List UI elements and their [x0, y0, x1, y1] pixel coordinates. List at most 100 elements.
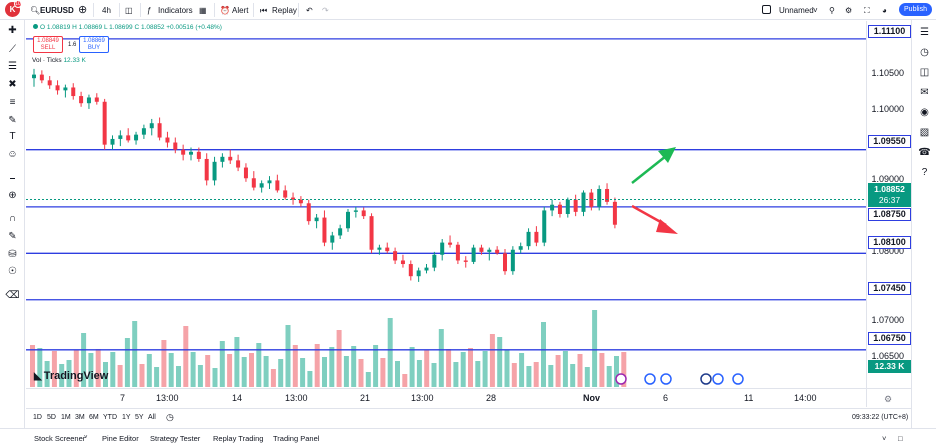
alert-button[interactable]: Alert: [232, 6, 249, 15]
fib-retracement-icon[interactable]: ≡: [9, 97, 16, 108]
candle-body: [118, 135, 123, 139]
range-5d[interactable]: 5D: [47, 414, 56, 421]
snapshot-camera-icon[interactable]: ◕: [882, 6, 887, 15]
settings-gear-icon[interactable]: ⚙: [845, 6, 853, 15]
volume-bar: [161, 340, 167, 387]
magnet-icon[interactable]: ∩: [8, 213, 17, 224]
price-axis[interactable]: 1.10500 1.10000 1.09000 1.08000 1.07000 …: [866, 21, 911, 407]
pitchfork-icon[interactable]: ✖: [8, 79, 17, 90]
volume-bar: [343, 356, 349, 387]
goto-date-icon[interactable]: ◷: [166, 412, 174, 422]
volume-bar: [533, 362, 539, 387]
candle-body: [369, 216, 374, 250]
range-1y[interactable]: 1Y: [122, 414, 131, 421]
alerts-clock-icon[interactable]: ◷: [920, 47, 929, 58]
publish-button[interactable]: Publish: [899, 3, 932, 16]
tab-strategy-tester[interactable]: Strategy Tester: [150, 434, 201, 443]
buy-button[interactable]: 1.08869 BUY: [79, 36, 109, 53]
indicators-icon[interactable]: ƒ: [147, 6, 152, 15]
volume-bar: [562, 351, 568, 387]
notifications-bell-icon[interactable]: ☎: [918, 147, 931, 158]
undo-icon[interactable]: ↶: [306, 6, 313, 15]
compare-add-icon[interactable]: ⊕: [78, 4, 88, 16]
layouts-icon[interactable]: ▦: [199, 6, 207, 15]
chevron-down-icon[interactable]: ˅: [813, 6, 818, 15]
candle-body: [291, 197, 296, 200]
tab-trading-panel[interactable]: Trading Panel: [273, 434, 320, 443]
zoom-in-icon[interactable]: ⊕: [8, 190, 17, 201]
horizontal-lines-icon[interactable]: ☰: [8, 61, 17, 72]
crosshair-icon[interactable]: ✚: [8, 25, 17, 36]
volume-bar: [81, 333, 87, 387]
trash-icon[interactable]: ⌫: [5, 290, 20, 301]
candle-body: [275, 180, 280, 191]
interval-button[interactable]: 4h: [102, 6, 111, 15]
symbol-search-button[interactable]: EURUSD: [40, 6, 74, 15]
candle-body: [110, 138, 115, 145]
layout-checkbox[interactable]: [762, 5, 771, 14]
search-icon[interactable]: 🔍︎: [30, 6, 41, 15]
candle-body: [526, 231, 531, 247]
redo-icon[interactable]: ↷: [322, 6, 329, 15]
volume-bar: [300, 358, 306, 387]
range-6m[interactable]: 6M: [89, 414, 99, 421]
quick-search-icon[interactable]: ⚲: [829, 6, 835, 15]
replay-icon[interactable]: ⏮: [260, 6, 268, 15]
chevron-down-icon[interactable]: ˅: [84, 435, 88, 441]
text-tool-icon[interactable]: T: [9, 131, 16, 142]
range-3m[interactable]: 3M: [75, 414, 85, 421]
range-1d[interactable]: 1D: [33, 414, 42, 421]
candle-body: [283, 190, 288, 198]
watchlist-icon[interactable]: ☰: [920, 27, 929, 38]
replay-button[interactable]: Replay: [272, 6, 297, 15]
volume-bar: [37, 348, 43, 387]
range-5y[interactable]: 5Y: [135, 414, 144, 421]
calendar-icon[interactable]: ▧: [919, 127, 930, 138]
brush-icon[interactable]: ✎: [8, 115, 17, 126]
alert-icon[interactable]: ⏰: [220, 6, 230, 15]
sell-button[interactable]: 1.08849 SELL: [33, 36, 63, 53]
candlestick-plot[interactable]: [26, 21, 866, 407]
volume-bar: [30, 345, 35, 387]
candle-body: [251, 178, 256, 188]
volume-bar: [577, 354, 583, 387]
candle-body: [55, 85, 60, 91]
help-icon[interactable]: ?: [921, 167, 928, 178]
watermark-text: TradingView: [43, 370, 109, 382]
candle-body: [440, 242, 445, 255]
time-axis[interactable]: 7 13:00 14 13:00 21 13:00 28 Nov 6 11 14…: [26, 388, 911, 407]
candle-body: [346, 211, 350, 229]
maximize-panel-icon[interactable]: □: [898, 434, 903, 443]
price-chart[interactable]: [26, 21, 866, 407]
volume-bar: [614, 356, 619, 387]
tab-replay-trading[interactable]: Replay Trading: [213, 434, 264, 443]
candle-body: [463, 260, 468, 262]
layout-name-button[interactable]: Unnamed: [779, 6, 814, 15]
indicators-button[interactable]: Indicators: [158, 6, 193, 15]
volume-bar: [424, 350, 430, 387]
lock-icon[interactable]: ⛁: [8, 249, 17, 260]
volume-bar: [453, 362, 459, 387]
hide-drawings-icon[interactable]: ☉: [8, 266, 17, 277]
tab-stock-screener[interactable]: Stock Screener: [34, 434, 86, 443]
tab-pine-editor[interactable]: Pine Editor: [102, 434, 139, 443]
range-ytd[interactable]: YTD: [103, 414, 117, 421]
candle-body: [377, 247, 382, 250]
fullscreen-icon[interactable]: ⛶: [864, 6, 870, 15]
stay-drawing-icon[interactable]: ✎: [8, 231, 17, 242]
trend-line-icon[interactable]: ⟋: [9, 44, 16, 55]
range-1m[interactable]: 1M: [61, 414, 71, 421]
range-all[interactable]: All: [148, 414, 156, 421]
object-tree-icon[interactable]: ◫: [919, 67, 930, 78]
volume-bar: [365, 372, 371, 387]
emoji-icon[interactable]: ☺: [7, 149, 18, 160]
ideas-icon[interactable]: ◉: [920, 107, 929, 118]
time-tick: 13:00: [156, 393, 179, 403]
chart-type-icon[interactable]: ◫: [125, 6, 133, 15]
volume-bar: [351, 346, 357, 387]
collapse-panel-icon[interactable]: ˅: [882, 434, 887, 443]
ruler-icon[interactable]: ⎯: [10, 173, 15, 184]
utc-clock[interactable]: 09:33:22 (UTC+8): [852, 414, 909, 421]
chat-icon[interactable]: ✉: [920, 87, 929, 98]
axis-settings-icon[interactable]: ⚙: [884, 394, 893, 404]
